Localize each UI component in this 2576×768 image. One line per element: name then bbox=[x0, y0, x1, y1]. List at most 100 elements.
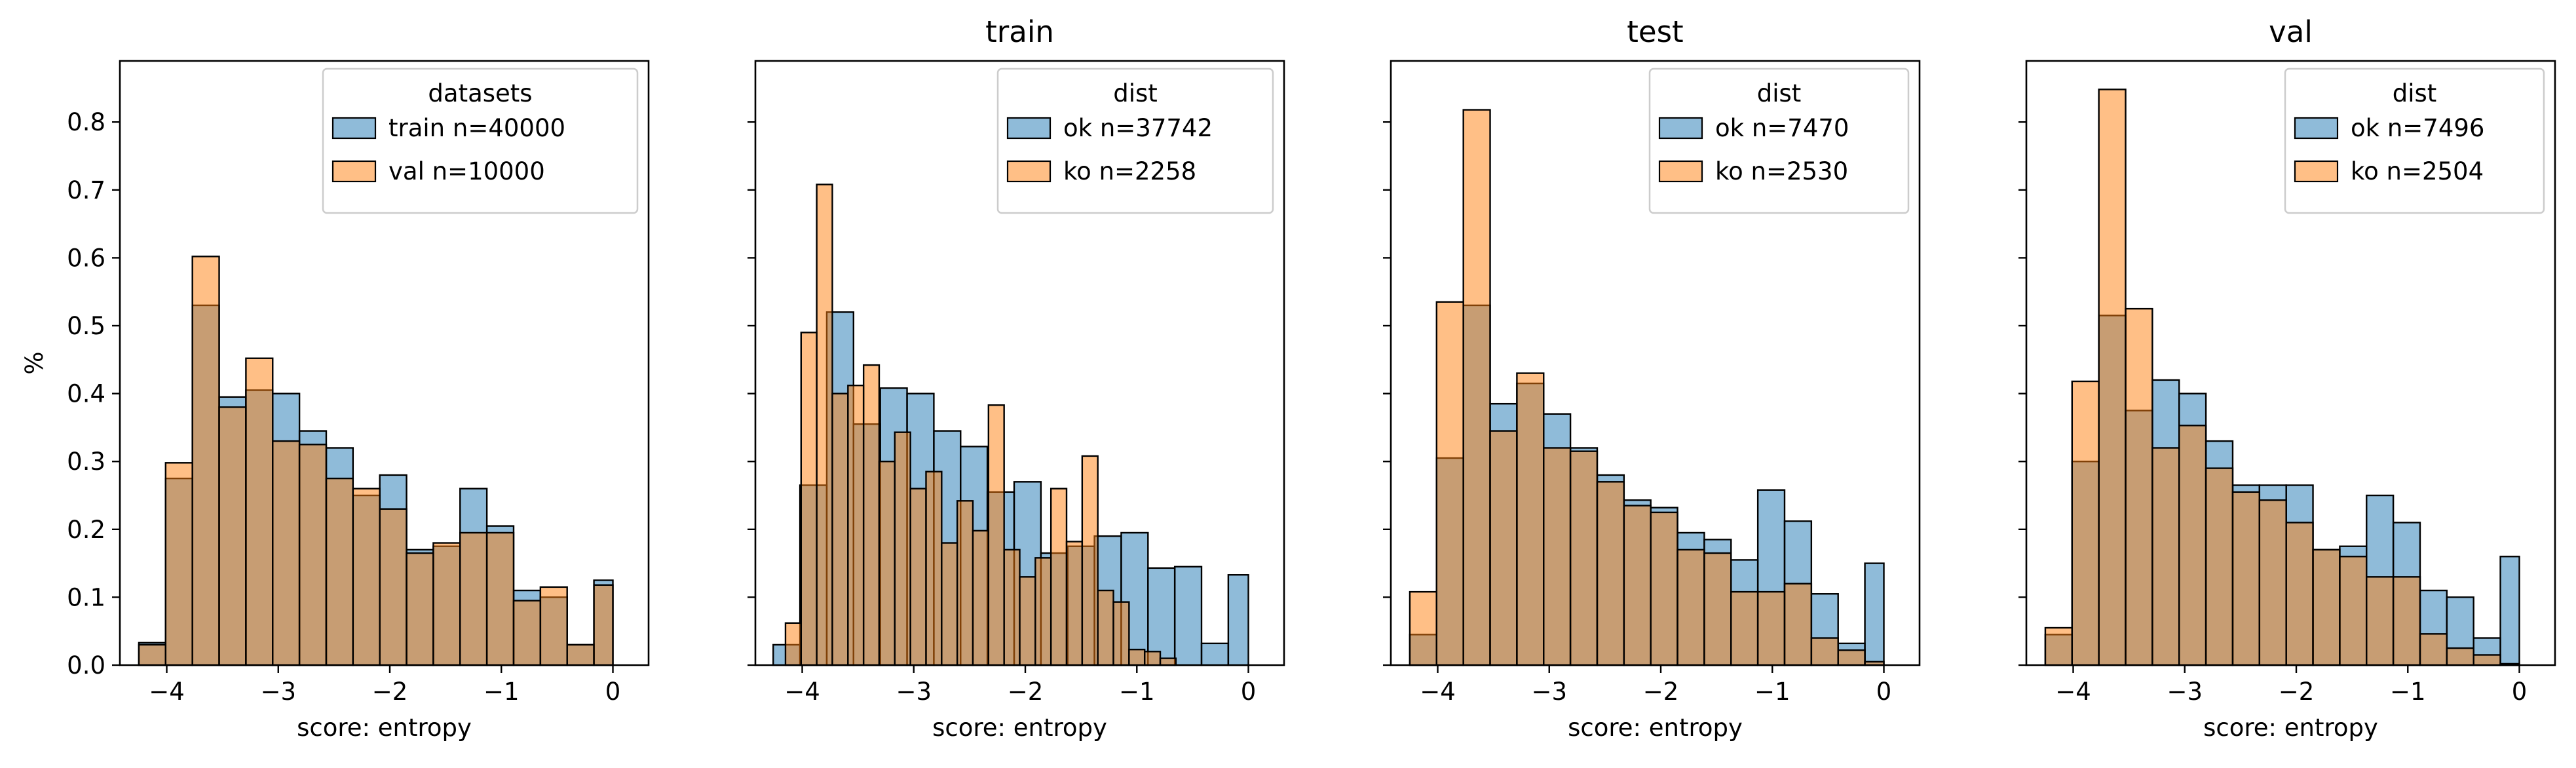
histogram-bar-series-1 bbox=[1864, 562, 1885, 666]
histogram-bar-series-2 bbox=[2098, 88, 2127, 666]
histogram-bar-series-2 bbox=[1128, 648, 1146, 666]
histogram-bar-series-2 bbox=[784, 622, 803, 666]
histogram-bar-series-2 bbox=[800, 332, 818, 666]
histogram-bar-series-2 bbox=[1435, 301, 1464, 666]
x-tick-label: −1 bbox=[483, 678, 520, 706]
axes-frame bbox=[119, 60, 650, 666]
histogram-bar-series-2 bbox=[2339, 556, 2368, 666]
histogram-bar-series-2 bbox=[1703, 552, 1732, 666]
x-tick-label: 0 bbox=[2512, 678, 2528, 706]
histogram-bar-series-2 bbox=[325, 477, 354, 666]
histogram-bar-series-2 bbox=[2472, 654, 2501, 666]
histogram-bar-series-2 bbox=[164, 462, 193, 666]
y-tick-label: 0.5 bbox=[67, 312, 105, 340]
histogram-bar-series-2 bbox=[2392, 576, 2421, 666]
histogram-bar-series-1 bbox=[1227, 574, 1249, 666]
histogram-bar-series-2 bbox=[432, 542, 461, 666]
y-tick-label: 0.7 bbox=[67, 176, 105, 204]
x-tick-label: 0 bbox=[1876, 678, 1892, 706]
x-tick-label: −1 bbox=[1754, 678, 1790, 706]
histogram-bar-series-2 bbox=[1462, 109, 1491, 666]
histogram-bar-series-2 bbox=[1783, 583, 1813, 666]
histogram-bar-series-2 bbox=[138, 643, 167, 666]
axes-frame bbox=[754, 60, 1285, 666]
y-tick-label: 0.0 bbox=[67, 651, 105, 680]
x-tick-label: −2 bbox=[2279, 678, 2315, 706]
histogram-bar-series-1 bbox=[1173, 566, 1203, 666]
histogram-bar-series-2 bbox=[1730, 590, 1759, 666]
legend: datasets train n=40000 val n=10000 bbox=[322, 67, 639, 214]
x-tick-label: 0 bbox=[605, 678, 621, 706]
x-tick-label: −3 bbox=[896, 678, 932, 706]
histogram-bar-series-2 bbox=[566, 643, 595, 666]
legend-swatch-series-2 bbox=[331, 160, 377, 183]
legend-label-series-2: val n=10000 bbox=[388, 157, 545, 185]
histogram-bar-series-2 bbox=[2231, 491, 2261, 666]
x-tick-label: −3 bbox=[260, 678, 296, 706]
histogram-bar-series-2 bbox=[406, 552, 434, 666]
legend-title: datasets bbox=[428, 79, 532, 107]
histogram-bar-series-2 bbox=[1837, 649, 1866, 666]
y-tick-label: 0.8 bbox=[67, 108, 105, 136]
x-tick-label: −1 bbox=[1119, 678, 1155, 706]
histogram-bar-series-2 bbox=[1143, 651, 1162, 666]
legend-swatch-series-1 bbox=[2294, 117, 2339, 140]
legend-title: dist bbox=[1757, 79, 1802, 107]
histogram-bar-series-2 bbox=[2446, 647, 2474, 666]
legend-frame bbox=[2284, 67, 2545, 214]
x-tick-label: −1 bbox=[2390, 678, 2426, 706]
x-axis-label: score: entropy bbox=[932, 714, 1107, 742]
histogram-bar-series-2 bbox=[298, 444, 328, 666]
histogram-bar-series-2 bbox=[2044, 626, 2074, 666]
histogram-bar-series-2 bbox=[941, 542, 958, 666]
legend-swatch-series-2 bbox=[1658, 160, 1703, 183]
histogram-bar-series-2 bbox=[245, 357, 274, 666]
histogram-bar-series-2 bbox=[2366, 576, 2395, 666]
legend-swatch-series-1 bbox=[331, 117, 377, 140]
axes-frame bbox=[2025, 60, 2556, 666]
histogram-bar-series-2 bbox=[1596, 481, 1625, 666]
histogram-bar-series-1 bbox=[2499, 556, 2520, 666]
histogram-bar-series-2 bbox=[1019, 576, 1036, 666]
histogram-bar-series-2 bbox=[1650, 511, 1678, 666]
panel-title: val bbox=[2269, 14, 2313, 49]
x-tick-label: −3 bbox=[1531, 678, 1567, 706]
histogram-bar-series-2 bbox=[2178, 425, 2207, 666]
ticks-group: −4 −3 −2 −1 0 bbox=[748, 121, 1256, 706]
histogram-bar-series-2 bbox=[2205, 467, 2234, 666]
histogram-bar-series-2 bbox=[191, 256, 220, 666]
histogram-bar-series-2 bbox=[1159, 657, 1177, 666]
legend-label-series-2: ko n=2504 bbox=[2351, 157, 2484, 185]
histogram-bar-series-2 bbox=[878, 461, 896, 666]
legend-label-series-1: ok n=7470 bbox=[1715, 114, 1849, 142]
panel-title: test bbox=[1627, 14, 1683, 49]
histogram-bar-series-1 bbox=[1147, 567, 1176, 666]
x-axis-label: score: entropy bbox=[1568, 714, 1743, 742]
y-axis-label: % bbox=[20, 351, 48, 374]
x-axis-label: score: entropy bbox=[2203, 714, 2378, 742]
histogram-bar-series-2 bbox=[2125, 307, 2153, 666]
legend: dist ok n=7470 ko n=2530 bbox=[1648, 67, 1910, 214]
axes-frame bbox=[1390, 60, 1921, 666]
histogram-bar-series-2 bbox=[1569, 450, 1599, 666]
histogram-bar-series-2 bbox=[909, 488, 927, 666]
histogram-bar-series-2 bbox=[1543, 447, 1572, 666]
legend-title: dist bbox=[2393, 79, 2437, 107]
histogram-bar-series-2 bbox=[485, 531, 515, 666]
legend-frame bbox=[996, 67, 1274, 214]
ticks-group: −4 −3 −2 −1 0 bbox=[1383, 121, 1892, 706]
legend-swatch-series-2 bbox=[1006, 160, 1051, 183]
histogram-bar-series-2 bbox=[379, 508, 407, 666]
histogram-bar-series-2 bbox=[459, 531, 488, 666]
histogram-bar-series-2 bbox=[512, 600, 542, 666]
legend: dist ok n=37742 ko n=2258 bbox=[996, 67, 1274, 214]
bars-group bbox=[772, 183, 1249, 666]
histogram-bar-series-2 bbox=[1081, 455, 1099, 666]
histogram-bar-series-2 bbox=[2258, 499, 2287, 666]
histogram-bar-series-2 bbox=[2419, 633, 2448, 666]
histogram-bar-series-2 bbox=[1034, 557, 1052, 666]
y-tick-label: 0.6 bbox=[67, 244, 105, 272]
histogram-bar-series-2 bbox=[2071, 380, 2100, 666]
histogram-bar-series-2 bbox=[1050, 488, 1068, 666]
